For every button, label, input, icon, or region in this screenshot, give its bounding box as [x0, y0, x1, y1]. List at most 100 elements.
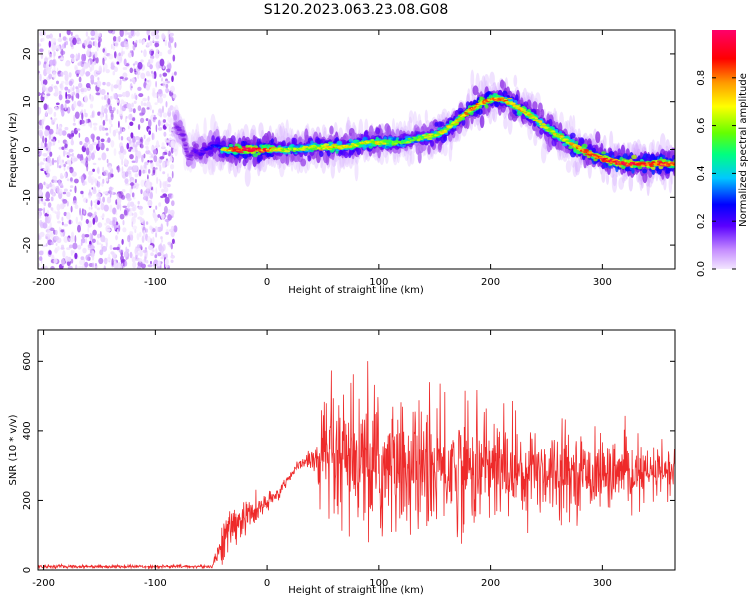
ridge-blob: [296, 158, 301, 174]
noise-speckle: [61, 80, 65, 84]
ridge-blob: [668, 172, 673, 194]
noise-speckle: [45, 191, 50, 200]
noise-speckle: [117, 94, 123, 98]
ridge-blob: [329, 125, 334, 135]
noise-speckle: [112, 40, 115, 46]
noise-speckle: [130, 30, 134, 37]
noise-speckle: [61, 221, 64, 226]
noise-speckle: [68, 244, 73, 249]
noise-speckle: [48, 214, 52, 221]
noise-speckle: [65, 40, 69, 46]
noise-speckle: [69, 237, 75, 243]
noise-speckle: [40, 52, 44, 60]
noise-speckle: [168, 228, 174, 233]
noise-speckle: [83, 40, 87, 46]
noise-speckle: [112, 71, 116, 76]
noise-speckle: [157, 214, 161, 218]
noise-speckle: [107, 98, 111, 105]
ridge-blob: [424, 109, 428, 124]
noise-speckle: [149, 64, 153, 70]
noise-speckle: [66, 247, 71, 251]
noise-speckle: [73, 114, 76, 123]
noise-speckle: [119, 203, 122, 211]
noise-speckle: [145, 259, 149, 264]
noise-speckle: [44, 137, 48, 143]
noise-speckle: [129, 231, 134, 236]
noise-speckle: [155, 124, 158, 133]
noise-speckle: [89, 94, 94, 102]
noise-speckle: [144, 170, 147, 174]
noise-speckle: [131, 117, 136, 121]
noise-speckle: [134, 136, 140, 141]
noise-speckle: [61, 216, 64, 222]
noise-speckle: [39, 219, 43, 227]
noise-speckle: [102, 63, 108, 71]
noise-speckle: [167, 49, 172, 55]
noise-speckle: [96, 80, 102, 88]
noise-speckle: [170, 140, 176, 148]
noise-speckle: [115, 128, 119, 134]
ridge-blob: [406, 146, 412, 167]
noise-speckle: [137, 216, 143, 220]
ridge-blob: [523, 101, 529, 107]
noise-speckle: [148, 119, 152, 128]
noise-speckle: [78, 132, 81, 138]
noise-speckle: [92, 58, 95, 62]
noise-speckle: [147, 264, 153, 268]
noise-speckle: [171, 252, 173, 257]
noise-speckle: [90, 152, 95, 160]
ridge-blob: [492, 108, 498, 123]
ridge-blob: [244, 167, 251, 187]
noise-speckle: [127, 211, 133, 217]
noise-speckle: [112, 45, 116, 51]
noise-speckle: [135, 94, 138, 101]
noise-speckle: [170, 164, 175, 170]
noise-speckle: [70, 130, 75, 138]
noise-speckle: [72, 250, 75, 254]
noise-speckle: [81, 176, 84, 184]
ridge-blob: [603, 135, 607, 149]
noise-speckle: [126, 103, 132, 109]
noise-speckle: [108, 253, 111, 260]
noise-speckle: [81, 112, 84, 121]
noise-speckle: [149, 160, 153, 163]
noise-speckle: [152, 228, 156, 233]
noise-speckle: [75, 58, 79, 62]
noise-speckle: [56, 123, 59, 130]
noise-speckle: [94, 215, 99, 223]
noise-speckle: [155, 205, 158, 210]
noise-speckle: [112, 107, 116, 112]
ridge-blob: [207, 155, 212, 171]
ridge-blob: [261, 156, 268, 173]
noise-speckle: [87, 244, 92, 248]
noise-speckle: [83, 210, 86, 215]
noise-speckle: [69, 219, 71, 225]
noise-speckle: [92, 229, 97, 236]
noise-speckle: [174, 71, 177, 76]
ridge-blob: [565, 160, 572, 173]
noise-speckle: [39, 31, 44, 37]
ridge-blob: [368, 145, 373, 149]
ridge-blob: [574, 140, 579, 146]
noise-speckle: [64, 41, 67, 49]
noise-speckle: [140, 117, 145, 124]
noise-speckle: [49, 151, 53, 157]
noise-speckle: [60, 232, 63, 237]
noise-speckle: [85, 160, 89, 168]
noise-speckle: [64, 80, 69, 86]
ridge-blob: [489, 71, 495, 87]
noise-speckle: [171, 200, 175, 207]
noise-speckle: [155, 248, 158, 253]
noise-speckle: [66, 191, 71, 197]
noise-speckle: [79, 259, 84, 265]
noise-speckle: [74, 66, 78, 71]
noise-speckle: [50, 188, 54, 195]
noise-speckle: [136, 150, 142, 159]
noise-speckle: [90, 200, 93, 207]
noise-speckle: [158, 127, 163, 131]
noise-speckle: [84, 234, 90, 238]
noise-speckle: [92, 122, 98, 126]
noise-speckle: [99, 141, 102, 148]
noise-speckle: [116, 99, 119, 103]
noise-speckle: [138, 169, 142, 177]
